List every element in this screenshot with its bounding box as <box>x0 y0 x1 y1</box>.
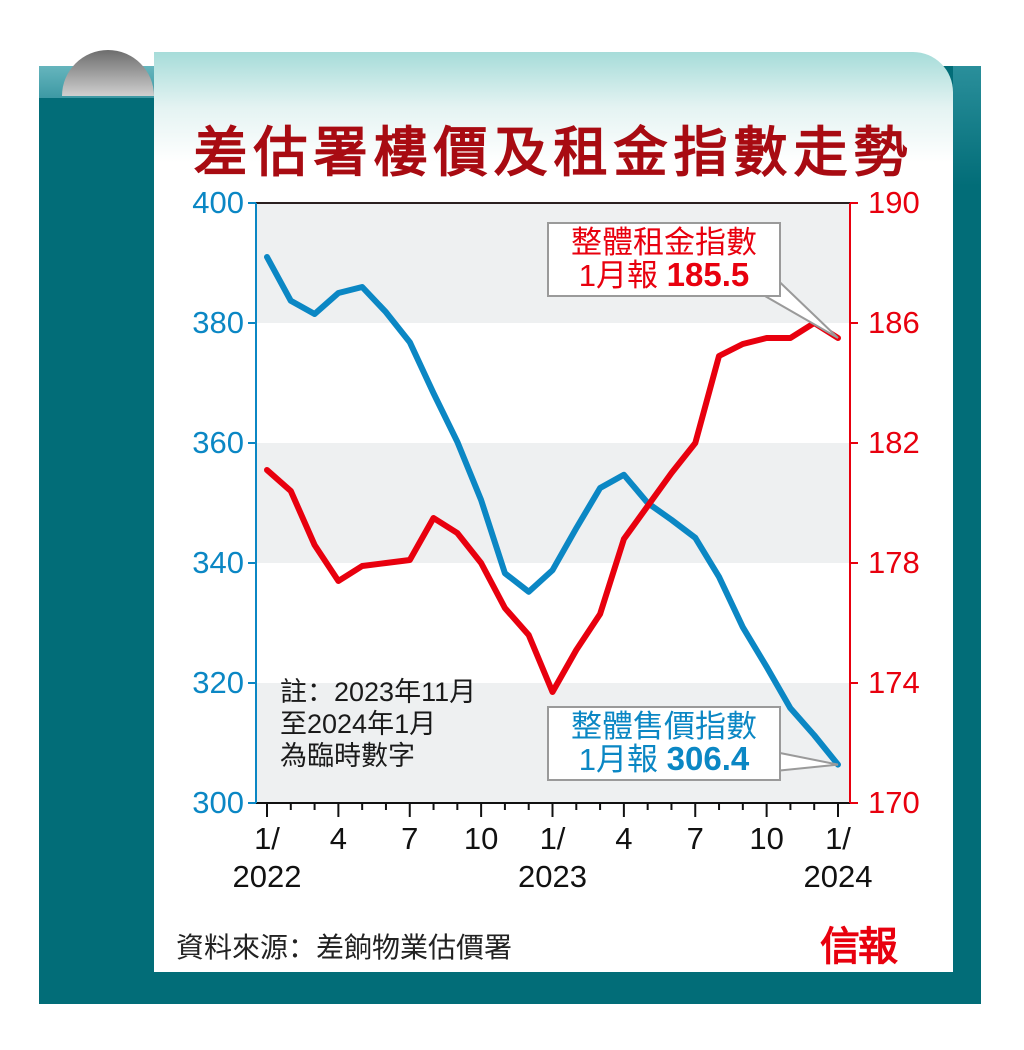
right-axis-tick-label: 178 <box>868 545 920 580</box>
x-axis-year-label: 2022 <box>232 859 302 894</box>
right-axis-tick-label: 186 <box>868 305 920 340</box>
left-axis-tick-label: 400 <box>192 185 244 220</box>
x-axis-month-label: 7 <box>401 821 419 856</box>
callout-title: 整體售價指數 <box>571 709 757 744</box>
rent-index-line <box>264 320 841 695</box>
footnote-line: 註：2023年11月 <box>280 677 477 707</box>
rent-index-callout: 整體租金指數 1月報 185.5 <box>547 222 781 297</box>
price-index-line <box>264 254 841 768</box>
price-index-callout: 整體售價指數 1月報 306.4 <box>547 706 781 781</box>
grid-band <box>256 443 850 563</box>
left-axis-tick-label: 300 <box>192 785 244 820</box>
left-axis-tick-label: 380 <box>192 305 244 340</box>
frame-strip <box>953 66 981 186</box>
right-axis-tick-label: 170 <box>868 785 920 820</box>
right-axis-tick-label: 174 <box>868 665 920 700</box>
right-axis-tick-label: 182 <box>868 425 920 460</box>
callout-prefix: 1月報 <box>578 258 659 293</box>
x-axis-year-label: 2024 <box>803 859 873 894</box>
x-axis-month-label: 10 <box>749 821 784 856</box>
callout-value: 306.4 <box>666 740 750 777</box>
footnote-line: 至2024年1月 <box>280 709 437 739</box>
x-axis-month-label: 10 <box>463 821 499 856</box>
x-axis-month-label: 1/ <box>825 821 851 856</box>
left-axis-tick-label: 320 <box>192 665 244 700</box>
publisher-logo: 信報 <box>820 923 898 970</box>
callout-title: 整體租金指數 <box>571 225 757 260</box>
left-axis-tick-label: 340 <box>192 545 244 580</box>
chart-title: 差估署樓價及租金指數走勢 <box>193 123 914 183</box>
x-axis-month-label: 4 <box>329 821 347 856</box>
footnote: 註：2023年11月 至2024年1月 為臨時數字 <box>280 676 476 772</box>
x-axis-month-label: 1/ <box>254 821 280 856</box>
x-axis-year-label: 2023 <box>518 859 587 894</box>
footnote-line: 為臨時數字 <box>280 741 415 771</box>
callout-prefix: 1月報 <box>578 742 659 777</box>
right-axis-tick-label: 190 <box>868 185 920 220</box>
x-axis-month-label: 1/ <box>539 821 566 856</box>
left-axis-tick-label: 360 <box>192 425 244 460</box>
data-source: 資料來源：差餉物業估價署 <box>176 932 513 963</box>
x-axis-month-label: 7 <box>686 821 704 856</box>
callout-value: 185.5 <box>666 256 750 293</box>
x-axis-month-label: 4 <box>615 821 633 856</box>
